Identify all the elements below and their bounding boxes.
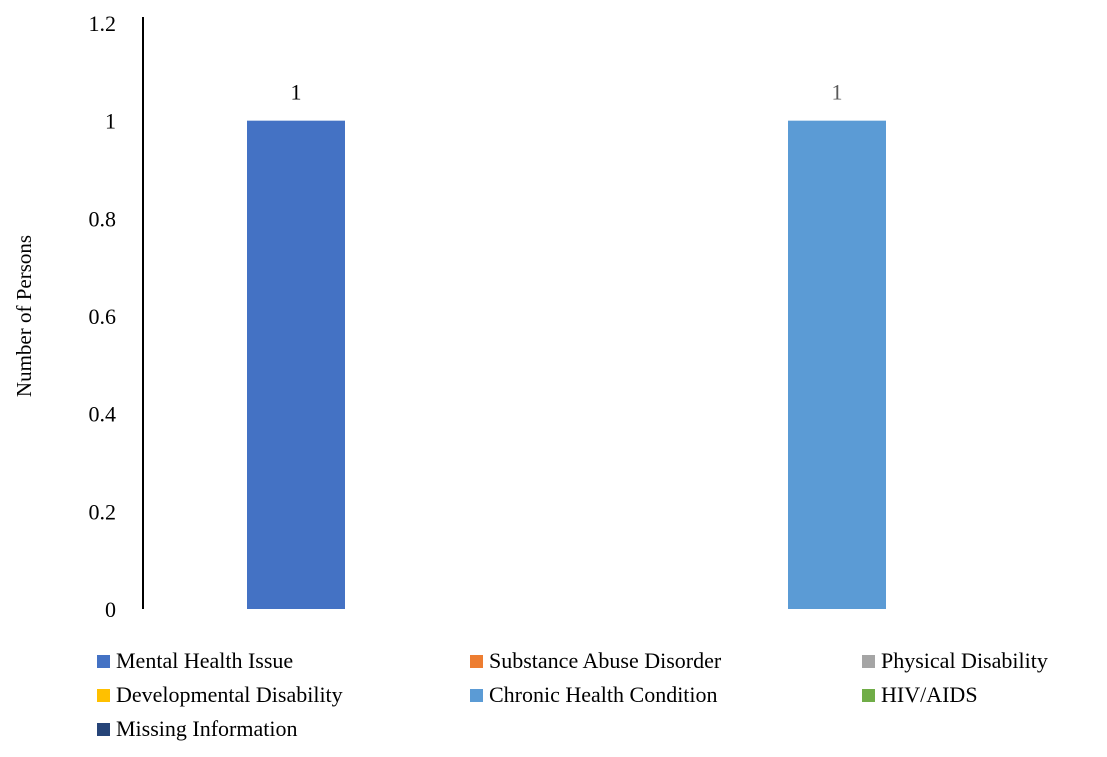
legend-swatch (470, 654, 483, 668)
y-tick-label: 0.8 (89, 206, 117, 231)
legend-item: Mental Health Issue (97, 646, 293, 676)
legend-swatch (97, 688, 110, 702)
legend-item: Chronic Health Condition (470, 680, 718, 710)
bar-chronic-health-condition (788, 120, 886, 610)
y-tick-label: 1 (105, 109, 116, 134)
legend-label: HIV/AIDS (881, 682, 978, 707)
chart-plot-area: 0 0.2 0.4 0.6 0.8 1 1.2 1 1 Number of Persons (12, 11, 886, 622)
y-tick-label: 0.2 (89, 499, 117, 524)
y-axis-title: Number of Persons (12, 235, 36, 397)
legend-swatch (470, 688, 483, 702)
legend-label: Substance Abuse Disorder (489, 648, 722, 673)
legend-label: Missing Information (116, 716, 298, 741)
y-tick-label: 0.4 (89, 402, 117, 427)
legend-label: Developmental Disability (116, 682, 343, 707)
legend-item: Physical Disability (862, 646, 1048, 676)
legend-item: HIV/AIDS (862, 680, 978, 710)
y-tick-label: 0 (105, 597, 116, 622)
legend-item: Substance Abuse Disorder (470, 646, 721, 676)
y-tick-label: 0.6 (89, 304, 117, 329)
legend-item: Developmental Disability (97, 680, 343, 710)
legend-label: Physical Disability (881, 648, 1048, 673)
legend-label: Chronic Health Condition (489, 682, 718, 707)
legend-swatch (97, 654, 110, 668)
legend-swatch (862, 688, 875, 702)
legend-swatch (862, 654, 875, 668)
legend-swatch (97, 722, 110, 736)
data-label: 1 (832, 80, 843, 105)
legend-label: Mental Health Issue (116, 648, 294, 673)
y-tick-label: 1.2 (89, 11, 117, 36)
legend-item: Missing Information (97, 714, 298, 744)
bar-mental-health-issue (247, 120, 345, 610)
data-label: 1 (291, 80, 302, 105)
